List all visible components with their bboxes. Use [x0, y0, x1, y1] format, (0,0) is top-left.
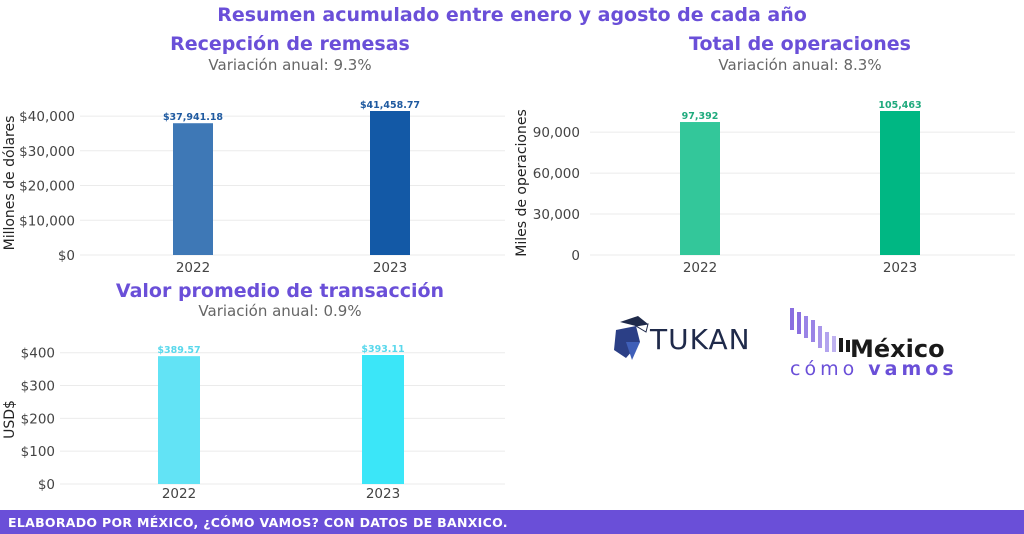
main-title: Resumen acumulado entre enero y agosto d… [217, 4, 807, 26]
x-tick-label: 2023 [373, 260, 407, 276]
data-label: 105,463 [878, 100, 921, 111]
chart-1-subtitle: Variación anual: 9.3% [208, 56, 372, 74]
data-label: $37,941.18 [163, 112, 223, 123]
bar [880, 111, 920, 255]
y-axis-label: Millones de dólares [2, 116, 18, 251]
mcv-bars-icon [790, 308, 850, 352]
y-tick-label: 0 [571, 248, 580, 264]
y-tick-label: $40,000 [19, 109, 75, 125]
bar [158, 356, 200, 484]
y-tick-label: $300 [21, 379, 55, 395]
chart-1-title: Recepción de remesas [170, 33, 410, 55]
x-tick-label: 2022 [162, 486, 196, 502]
x-tick-label: 2023 [883, 260, 917, 276]
bar [370, 111, 410, 255]
bar [362, 355, 404, 484]
tukan-logo-icon [614, 316, 649, 360]
y-tick-label: $0 [38, 477, 55, 493]
bar [173, 123, 213, 256]
bar [680, 122, 720, 255]
data-label: $389.57 [157, 345, 200, 356]
y-tick-label: $20,000 [19, 179, 75, 195]
y-tick-label: 60,000 [533, 166, 580, 182]
footer-bar: ELABORADO POR MÉXICO, ¿CÓMO VAMOS? CON D… [0, 510, 1024, 534]
mcv-logo-mexico: México [850, 335, 945, 363]
footer-text: ELABORADO POR MÉXICO, ¿CÓMO VAMOS? CON D… [8, 515, 508, 530]
x-tick-label: 2022 [176, 260, 210, 276]
chart-2-subtitle: Variación anual: 8.3% [718, 56, 882, 74]
data-label: $393.11 [361, 344, 404, 355]
y-tick-label: 30,000 [533, 207, 580, 223]
y-tick-label: $10,000 [19, 213, 75, 229]
chart-2-title: Total de operaciones [689, 33, 911, 55]
y-tick-label: $400 [21, 346, 55, 362]
y-tick-label: 90,000 [533, 125, 580, 141]
y-tick-label: $0 [58, 248, 75, 264]
chart-3-subtitle: Variación anual: 0.9% [198, 302, 362, 320]
x-tick-label: 2023 [366, 486, 400, 502]
mcv-logo-como: cómo [790, 358, 859, 380]
chart-3-title: Valor promedio de transacción [115, 280, 445, 302]
y-tick-label: $30,000 [19, 144, 75, 160]
mcv-logo-vamos: vamos [868, 358, 958, 380]
y-axis-label: USD$ [2, 400, 18, 439]
mcv-logo-tagline: cómo vamos [790, 358, 958, 380]
x-tick-label: 2022 [683, 260, 717, 276]
y-tick-label: $100 [21, 444, 55, 460]
y-tick-label: $200 [21, 411, 55, 427]
data-label: 97,392 [682, 111, 719, 122]
y-axis-label: Miles de operaciones [514, 109, 530, 257]
data-label: $41,458.77 [360, 100, 420, 111]
tukan-logo-text: TUKAN [650, 323, 751, 356]
